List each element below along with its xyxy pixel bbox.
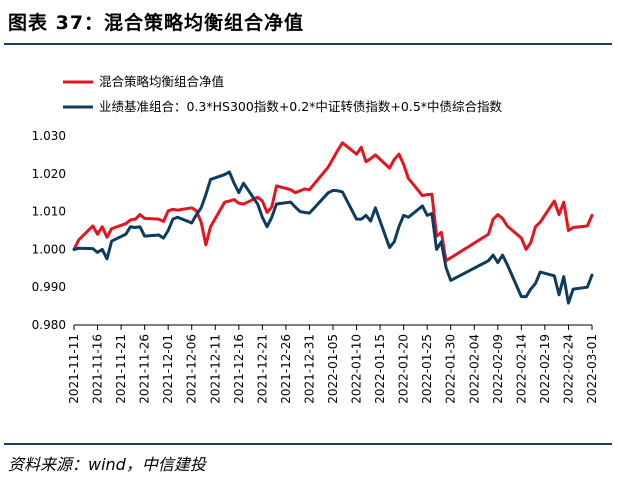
x-tick-label: 2021-12-26 (279, 334, 293, 404)
x-tick-label: 2021-12-21 (255, 334, 269, 404)
x-tick-label: 2021-12-06 (185, 334, 199, 404)
x-tick-label: 2022-02-19 (538, 334, 552, 404)
legend-label-benchmark: 业绩基准组合：0.3*HS300指数+0.2*中证转债指数+0.5*中债综合指数 (99, 99, 503, 114)
y-tick-label: 1.020 (32, 167, 66, 181)
x-tick-label: 2022-01-20 (397, 334, 411, 404)
x-tick-label: 2021-11-26 (138, 334, 152, 404)
x-tick-label: 2021-11-11 (67, 334, 81, 404)
legend: 混合策略均衡组合净值 业绩基准组合：0.3*HS300指数+0.2*中证转债指数… (63, 74, 503, 114)
series-group (72, 141, 594, 305)
y-tick-label: 1.000 (32, 242, 66, 256)
y-tick-label: 0.980 (32, 318, 66, 332)
x-tick-label: 2022-03-01 (585, 334, 599, 404)
x-tick-label: 2021-12-16 (232, 334, 246, 404)
axes: 0.980 0.990 1.000 1.010 1.020 1.030 2021-11-11… (32, 129, 599, 404)
x-tick-label: 2022-02-04 (467, 334, 481, 404)
series-line-benchmark (72, 170, 594, 305)
x-tick-label: 2022-02-24 (561, 334, 575, 404)
source-note: 资料来源：wind，中信建投 (8, 455, 206, 474)
x-tick-label: 2022-01-05 (326, 334, 340, 404)
x-tick-label: 2022-02-09 (491, 334, 505, 404)
footer-divider (4, 443, 612, 445)
x-tick-label: 2021-12-31 (302, 334, 316, 404)
x-tick-label: 2021-11-16 (91, 334, 105, 404)
title-divider (4, 43, 612, 45)
x-tick-label: 2021-12-01 (161, 334, 175, 404)
figure-title: 图表 37：混合策略均衡组合净值 (8, 12, 305, 34)
x-tick-label: 2022-01-25 (420, 334, 434, 404)
y-tick-label: 1.010 (32, 205, 66, 219)
x-tick-label: 2021-12-11 (208, 334, 222, 404)
x-tick-label: 2022-01-15 (373, 334, 387, 404)
legend-label-strategy: 混合策略均衡组合净值 (99, 74, 224, 89)
y-tick-label: 0.990 (32, 280, 66, 294)
y-tick-label: 1.030 (32, 129, 66, 143)
x-tick-label: 2021-11-21 (114, 334, 128, 404)
x-tick-label: 2022-01-30 (444, 334, 458, 404)
x-tick-label: 2022-02-14 (514, 334, 528, 404)
series-line-strategy (72, 141, 594, 263)
x-tick-label: 2022-01-10 (350, 334, 364, 404)
